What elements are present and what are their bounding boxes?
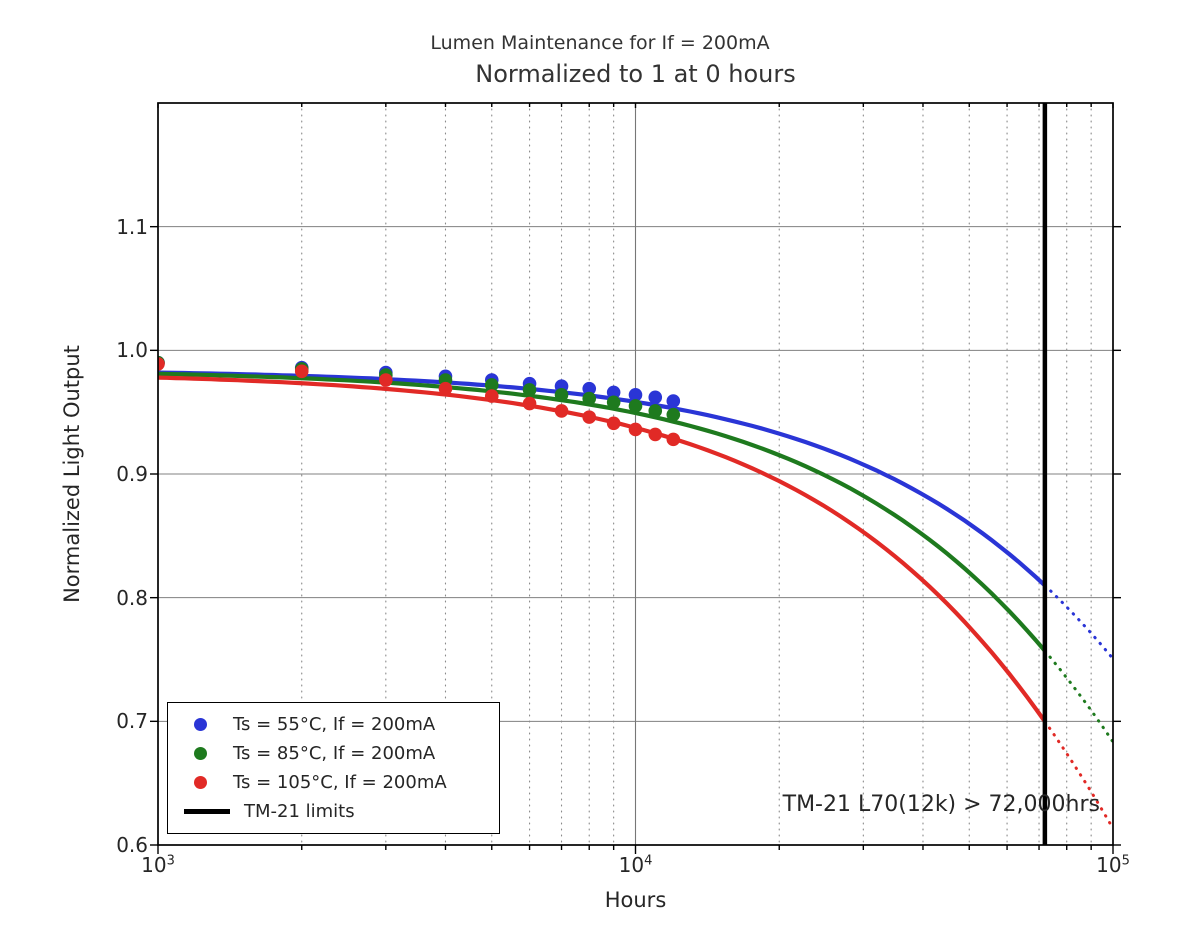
x-axis-label: Hours xyxy=(604,888,667,912)
series-1-curve xyxy=(158,371,1113,744)
green-dot-marker-icon xyxy=(194,747,207,760)
figure-title: Lumen Maintenance for If = 200mA xyxy=(430,32,770,54)
legend-item-label: Ts = 55°C, If = 200mA xyxy=(233,714,436,735)
blue-dot-marker-icon xyxy=(194,718,207,731)
y-tick-label: 1.0 xyxy=(116,338,148,363)
y-tick-label: 0.7 xyxy=(116,709,148,734)
y-tick-label: 0.6 xyxy=(116,833,148,857)
series-2-points xyxy=(158,357,681,447)
y-tick-label: 0.9 xyxy=(116,462,148,486)
x-tick-label: 105 xyxy=(1096,853,1130,877)
legend-item-55c: Ts = 55°C, If = 200mA xyxy=(184,710,487,739)
legend-item-label: Ts = 105°C, If = 200mA xyxy=(233,772,447,793)
legend: Ts = 55°C, If = 200mA Ts = 85°C, If = 20… xyxy=(167,702,500,834)
legend-item-85c: Ts = 85°C, If = 200mA xyxy=(184,739,487,768)
legend-item-label: Ts = 85°C, If = 200mA xyxy=(233,743,436,764)
legend-item-105c: Ts = 105°C, If = 200mA xyxy=(184,768,487,797)
series-1-points xyxy=(158,355,681,422)
axes-subtitle: Normalized to 1 at 0 hours xyxy=(475,60,796,88)
series-2-curve xyxy=(158,375,1113,830)
x-tick-label: 103 xyxy=(141,853,175,877)
legend-item-tm21: TM-21 limits xyxy=(184,797,487,826)
legend-item-label: TM-21 limits xyxy=(244,801,355,822)
y-tick-label: 0.8 xyxy=(116,585,148,610)
red-dot-marker-icon xyxy=(194,776,207,789)
black-line-marker-icon xyxy=(184,809,230,814)
x-tick-label: 104 xyxy=(618,853,653,877)
axis-ticks xyxy=(150,103,1121,854)
y-tick-label: 1.1 xyxy=(116,214,148,239)
tm21-annotation: TM-21 L70(12k) > 72,000hrs xyxy=(782,792,1100,817)
